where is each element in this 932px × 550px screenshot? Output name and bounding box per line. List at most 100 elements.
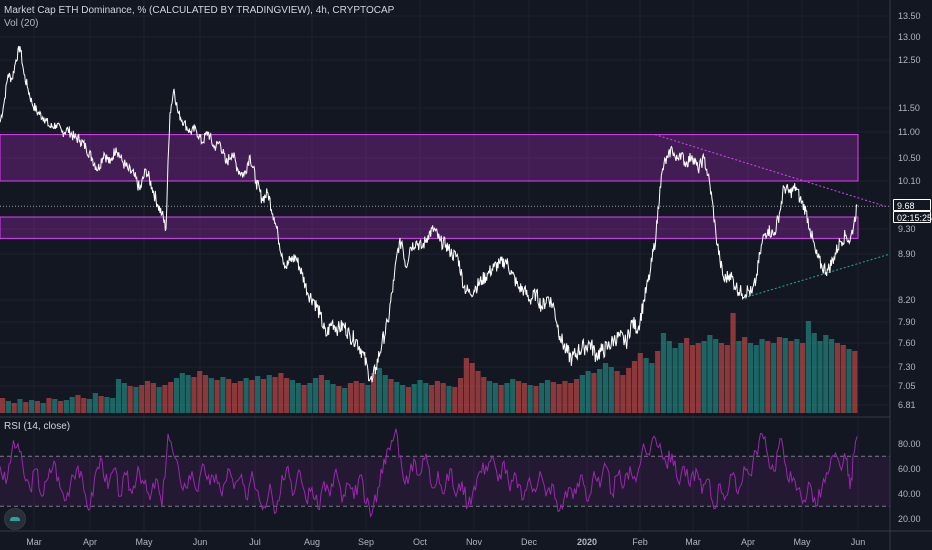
volume-bar — [585, 371, 591, 413]
volume-bar — [208, 378, 214, 413]
volume-bar — [57, 401, 64, 413]
volume-bar — [284, 378, 290, 413]
volume-bar — [446, 386, 452, 413]
rsi-line — [0, 428, 858, 518]
time-tick-label[interactable]: Nov — [466, 537, 483, 547]
time-tick-label[interactable]: Mar — [26, 537, 42, 547]
price-tick-label[interactable]: 12.50 — [898, 55, 921, 65]
time-tick-label[interactable]: Feb — [632, 537, 648, 547]
volume-bar — [318, 375, 325, 413]
vertical-grid — [33, 0, 859, 531]
volume-bar — [817, 341, 823, 413]
volume-bar — [539, 383, 545, 413]
time-tick-label[interactable]: Apr — [83, 537, 97, 547]
volume-bar — [666, 341, 672, 413]
time-tick-label[interactable]: Jul — [249, 537, 261, 547]
volume-bar — [278, 373, 284, 413]
time-tick-label[interactable]: May — [135, 537, 153, 547]
time-tick-label[interactable]: Mar — [685, 537, 701, 547]
volume-bar — [753, 345, 759, 413]
volume-bar — [359, 383, 365, 413]
volume-bar — [40, 403, 46, 413]
volume-bar — [266, 375, 272, 413]
price-tick-label[interactable]: 10.10 — [898, 176, 921, 186]
rsi-tick-label[interactable]: 20.00 — [898, 514, 921, 524]
volume-bar — [504, 383, 510, 413]
volume-bar — [631, 361, 638, 413]
volume-bar — [747, 343, 754, 413]
price-tick-label[interactable]: 8.20 — [898, 295, 916, 305]
rsi-tick-label[interactable]: 80.00 — [898, 439, 921, 449]
volume-bar — [678, 343, 684, 413]
rsi-tick-label[interactable]: 40.00 — [898, 489, 921, 499]
volume-bar — [115, 379, 122, 413]
volume-bar — [255, 376, 261, 413]
price-tick-label[interactable]: 7.60 — [898, 338, 916, 348]
volume-bar — [759, 339, 765, 413]
volume-bar — [144, 381, 151, 413]
volume-bar — [5, 401, 11, 413]
price-tick-label[interactable]: 7.05 — [898, 381, 916, 391]
rsi-axis-labels[interactable]: 80.00 60.00 40.00 20.00 — [898, 439, 921, 524]
time-axis-labels[interactable]: Mar Apr May Jun Jul Aug Sep Oct Nov Dec 2020 Feb Mar… — [26, 537, 865, 547]
rsi-tick-label[interactable]: 60.00 — [898, 464, 921, 474]
volume-bar — [457, 378, 464, 413]
volume-bar — [429, 385, 435, 413]
volume-bar — [98, 396, 104, 413]
price-tick-label[interactable]: 7.30 — [898, 362, 916, 372]
rsi-legend[interactable]: RSI (14, close) — [4, 421, 71, 432]
price-tick-label[interactable]: 11.50 — [898, 103, 920, 113]
range-zone-1[interactable] — [0, 134, 859, 182]
volume-bar — [701, 341, 707, 413]
volume-bar — [475, 371, 481, 413]
volume-bar — [573, 379, 580, 413]
volume-bar — [92, 393, 98, 413]
volume-bars — [0, 313, 858, 413]
volume-bar — [197, 371, 203, 413]
price-tick-label[interactable]: 13.00 — [898, 32, 921, 42]
tradingview-logo-icon[interactable] — [4, 508, 26, 530]
volume-bar — [805, 321, 812, 413]
volume-bar — [405, 387, 412, 413]
volume-bar — [0, 398, 6, 413]
volume-bar — [295, 383, 301, 413]
price-tick-label[interactable]: 6.81 — [898, 400, 916, 410]
volume-bar — [544, 380, 551, 413]
support-trendline[interactable] — [747, 253, 891, 298]
volume-bar — [533, 386, 539, 413]
time-tick-label[interactable]: 2020 — [577, 537, 597, 547]
time-tick-label[interactable]: Jun — [193, 537, 208, 547]
price-axis-labels[interactable]: 13.50 13.00 12.50 11.50 11.00 10.50 10.10 9.30 8… — [898, 11, 921, 410]
price-tick-label[interactable]: 8.90 — [898, 249, 916, 259]
volume-bar — [231, 383, 238, 413]
bar-countdown-tag: 02:15:25 — [893, 211, 932, 223]
price-pane — [0, 0, 891, 531]
time-tick-label[interactable]: Oct — [413, 537, 428, 547]
price-tick-label[interactable]: 13.50 — [898, 11, 921, 21]
resistance-trendline[interactable] — [654, 134, 886, 207]
time-tick-label[interactable]: Apr — [741, 537, 755, 547]
time-tick-label[interactable]: Jun — [851, 537, 866, 547]
volume-bar — [498, 385, 504, 413]
volume-legend[interactable]: Vol (20) — [4, 18, 39, 29]
volume-bar — [191, 377, 197, 413]
volume-bar — [400, 385, 406, 413]
rsi-line[interactable] — [0, 428, 858, 518]
time-tick-label[interactable]: May — [793, 537, 811, 547]
price-tick-label[interactable]: 10.50 — [898, 153, 921, 163]
price-tick-label[interactable]: 7.90 — [898, 317, 916, 327]
eth-dominance-line[interactable] — [0, 45, 858, 383]
time-tick-label[interactable]: Dec — [521, 537, 538, 547]
symbol-title[interactable]: Market Cap ETH Dominance, % (CALCULATED … — [4, 5, 395, 16]
volume-bar — [440, 383, 446, 413]
volume-bar — [127, 386, 133, 413]
volume-bar — [602, 363, 609, 413]
price-tick-label[interactable]: 11.00 — [898, 127, 920, 137]
volume-bar — [150, 383, 156, 413]
volume-bar — [81, 398, 87, 413]
price-tick-label[interactable]: 9.30 — [898, 224, 916, 234]
time-tick-label[interactable]: Sep — [358, 537, 374, 547]
time-tick-label[interactable]: Aug — [304, 537, 320, 547]
volume-bar — [371, 373, 377, 413]
